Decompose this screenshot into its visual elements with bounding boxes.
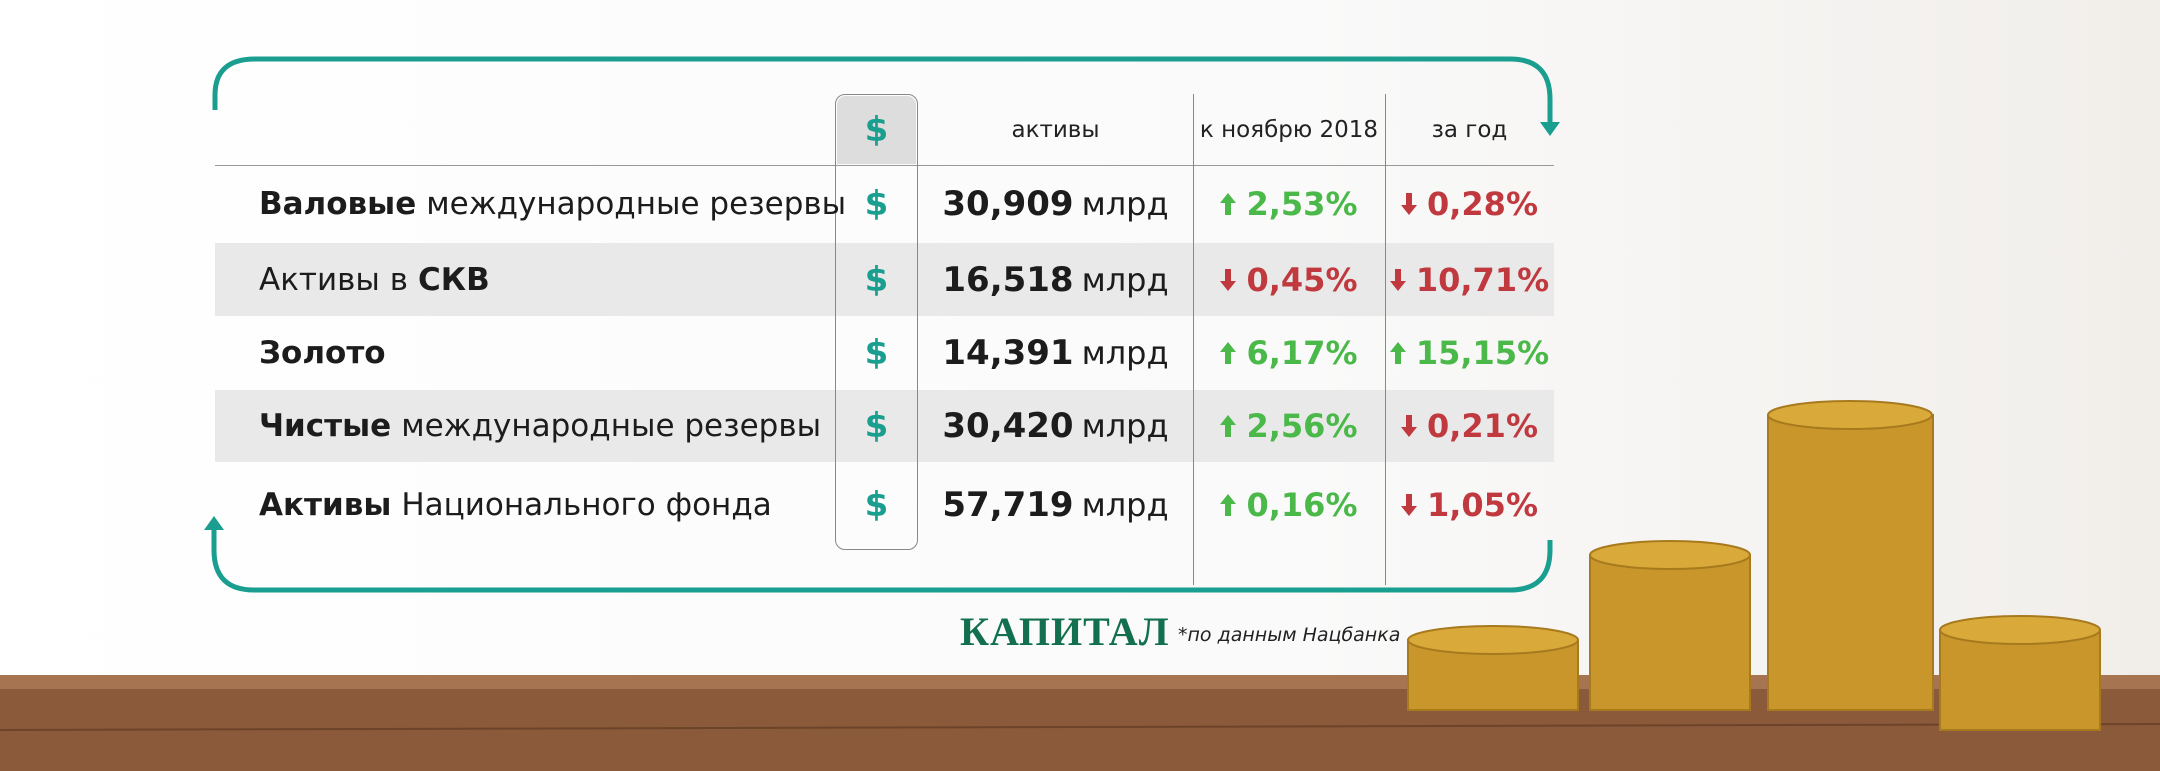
change-text: 0,16% bbox=[1246, 485, 1358, 524]
value-number: 16,518 bbox=[942, 259, 1074, 300]
change-text: 1,05% bbox=[1426, 485, 1538, 524]
change-text: 2,56% bbox=[1246, 407, 1358, 445]
change-year: 0,21% bbox=[1385, 390, 1554, 462]
value-unit: млрд bbox=[1081, 407, 1169, 445]
arrow-up bbox=[1220, 415, 1237, 437]
currency-icon: $ bbox=[864, 259, 889, 300]
row-name: Активы Национального фонда bbox=[215, 462, 879, 547]
asset-value: 16,518 млрд bbox=[918, 243, 1193, 316]
arrow-down bbox=[1389, 268, 1406, 291]
asset-value: 30,420 млрд bbox=[918, 390, 1193, 462]
row-name: Активы в СКВ bbox=[215, 243, 879, 316]
change-month: 2,56% bbox=[1193, 390, 1385, 462]
column-divider bbox=[1193, 94, 1194, 585]
asset-value: 57,719 млрд bbox=[918, 462, 1193, 547]
name-part: Валовые bbox=[259, 186, 417, 222]
source-note: *по данным Нацбанка bbox=[1178, 624, 1401, 646]
arrow-up bbox=[1220, 193, 1237, 215]
arrow-down bbox=[1400, 493, 1417, 516]
header-divider bbox=[215, 165, 1554, 166]
change-month: 0,45% bbox=[1193, 243, 1385, 316]
change-text: 0,45% bbox=[1246, 260, 1358, 299]
column-divider bbox=[1385, 94, 1386, 585]
currency-header-bg bbox=[837, 96, 916, 164]
name-part: международные резервы bbox=[401, 408, 822, 444]
arrow-down bbox=[1400, 193, 1417, 215]
frame-top bbox=[212, 56, 1553, 125]
name-part: СКВ bbox=[418, 261, 490, 298]
change-year: 10,71% bbox=[1385, 243, 1554, 316]
asset-value: 30,909 млрд bbox=[918, 165, 1193, 243]
value-unit: млрд bbox=[1081, 185, 1169, 223]
arrow-down bbox=[1220, 268, 1237, 291]
name-part: международные резервы bbox=[426, 186, 847, 222]
column-header: к ноябрю 2018 bbox=[1199, 116, 1379, 143]
value-unit: млрд bbox=[1081, 334, 1169, 372]
arrow-down bbox=[1400, 415, 1417, 437]
currency-icon: $ bbox=[864, 484, 889, 525]
coins bbox=[1407, 400, 2101, 731]
change-text: 10,71% bbox=[1415, 260, 1550, 299]
asset-value: 14,391 млрд bbox=[918, 316, 1193, 390]
name-part: Активы bbox=[259, 486, 392, 523]
currency-header: $ bbox=[864, 109, 889, 150]
row-background bbox=[215, 390, 1554, 462]
currency-icon: $ bbox=[864, 333, 889, 373]
value-unit: млрд bbox=[1081, 260, 1169, 299]
value-number: 30,420 bbox=[942, 406, 1074, 446]
column-header: за год bbox=[1431, 116, 1508, 143]
row-name: Чистые международные резервы bbox=[215, 390, 879, 462]
name-part: Активы в bbox=[259, 261, 409, 298]
name-part: Золото bbox=[259, 335, 386, 371]
change-month: 0,16% bbox=[1193, 462, 1385, 547]
logo: КАПИТАЛ bbox=[960, 609, 1170, 654]
name-part: Национального фонда bbox=[401, 486, 772, 523]
column-header: активы bbox=[1011, 116, 1100, 143]
change-text: 0,28% bbox=[1426, 185, 1538, 223]
change-month: 2,53% bbox=[1193, 165, 1385, 243]
frame-bottom bbox=[211, 527, 1553, 593]
value-number: 30,909 bbox=[942, 184, 1074, 224]
change-year: 15,15% bbox=[1385, 316, 1554, 390]
name-part: Чистые bbox=[259, 408, 392, 444]
arrow-up bbox=[1389, 342, 1406, 364]
change-text: 6,17% bbox=[1246, 334, 1358, 372]
value-number: 57,719 bbox=[942, 484, 1074, 525]
change-text: 0,21% bbox=[1426, 407, 1538, 445]
currency-column bbox=[835, 94, 918, 550]
value-number: 14,391 bbox=[942, 333, 1074, 373]
value-unit: млрд bbox=[1081, 485, 1169, 524]
change-year: 1,05% bbox=[1385, 462, 1554, 547]
currency-icon: $ bbox=[864, 184, 889, 224]
change-text: 2,53% bbox=[1246, 185, 1358, 223]
row-background bbox=[215, 243, 1554, 316]
change-text: 15,15% bbox=[1415, 334, 1550, 372]
currency-icon: $ bbox=[864, 406, 889, 446]
change-year: 0,28% bbox=[1385, 165, 1554, 243]
arrow-up bbox=[1220, 493, 1237, 516]
arrow-up bbox=[1220, 342, 1237, 364]
change-month: 6,17% bbox=[1193, 316, 1385, 390]
row-name: Золото bbox=[215, 316, 879, 390]
row-name: Валовые международные резервы bbox=[215, 165, 879, 243]
